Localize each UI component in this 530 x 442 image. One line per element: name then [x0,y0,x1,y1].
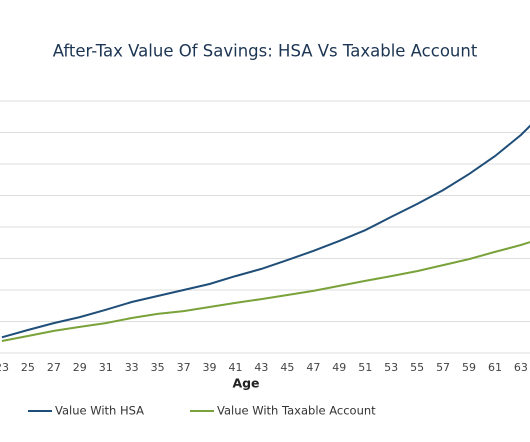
x-tick-label: 33 [125,361,139,374]
x-tick-label: 35 [151,361,165,374]
x-tick-label: 63 [514,361,528,374]
chart-title: After-Tax Value Of Savings: HSA Vs Taxab… [53,42,478,61]
x-tick-label: 61 [488,361,502,374]
x-tick-label: 55 [410,361,424,374]
x-tick-label: 57 [436,361,450,374]
x-tick-label: 49 [332,361,346,374]
x-tick-label: 45 [280,361,294,374]
data-line [1,124,530,339]
x-tick-label: 53 [384,361,398,374]
x-tick-label: 43 [254,361,268,374]
x-tick-label: 27 [47,361,61,374]
legend-label: Value With Taxable Account [217,404,376,418]
x-tick-label: 29 [73,361,87,374]
x-tick-label: 25 [21,361,35,374]
x-tick-label: 39 [203,361,217,374]
data-line [1,241,530,342]
x-tick-label: 51 [358,361,372,374]
x-tick-label: 23 [0,361,9,374]
x-tick-label: 41 [228,361,242,374]
x-axis-label: Age [232,376,259,391]
x-tick-label: 59 [462,361,476,374]
x-tick-label: 37 [177,361,191,374]
legend-label: Value With HSA [55,404,144,418]
x-tick-label: 47 [306,361,320,374]
x-tick-label: 31 [99,361,113,374]
